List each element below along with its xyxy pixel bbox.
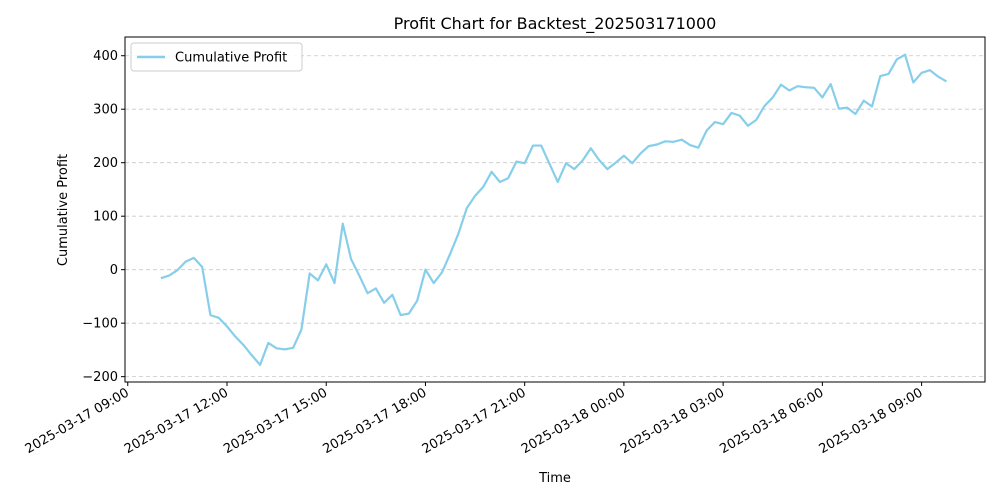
- legend: Cumulative Profit: [130, 42, 303, 72]
- y-axis-label: Cumulative Profit: [56, 154, 71, 266]
- y-tick-label: 200: [93, 156, 118, 171]
- legend-label: Cumulative Profit: [175, 51, 287, 66]
- chart-title: Profit Chart for Backtest_202503171000: [394, 14, 717, 34]
- x-axis-label: Time: [538, 471, 571, 486]
- y-axis: −200 −100 0 100 200 300 400: [82, 49, 125, 385]
- y-tick-label: 100: [93, 210, 118, 225]
- y-tick-label: 0: [110, 263, 118, 278]
- y-tick-label: 300: [93, 103, 118, 118]
- series-line-cumulative-profit: [160, 53, 947, 366]
- plot-frame: [124, 36, 986, 383]
- y-tick-label: −100: [82, 317, 118, 332]
- legend-box: [130, 42, 303, 72]
- series-layer: [160, 53, 947, 366]
- y-tick-label: −200: [82, 370, 118, 385]
- y-tick-label: 400: [93, 49, 118, 64]
